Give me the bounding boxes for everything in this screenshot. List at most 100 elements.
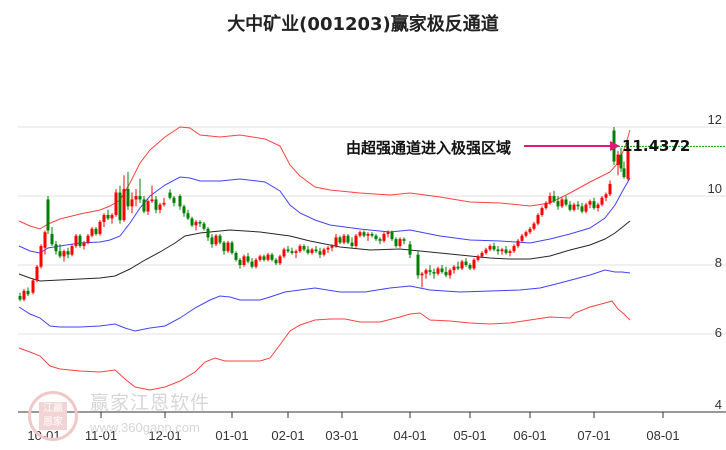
candle-up	[524, 232, 528, 236]
candle-down	[286, 249, 290, 252]
candle-down	[362, 232, 366, 236]
candle-up	[398, 239, 402, 247]
candle-down	[622, 168, 626, 178]
candle-down	[318, 251, 322, 255]
candle-down	[178, 196, 182, 207]
candle-up	[278, 256, 282, 264]
candle-up	[158, 204, 162, 210]
y-tick-6: 6	[714, 325, 722, 340]
candle-down	[580, 206, 584, 212]
candle-up	[584, 204, 588, 212]
candle-down	[468, 265, 472, 269]
candle-up	[448, 270, 452, 276]
candle-up	[488, 246, 492, 250]
watermark-seal-icon: 江赢恩家	[28, 391, 78, 441]
candle-up	[540, 208, 544, 215]
candle-up	[294, 251, 298, 253]
candle-up	[484, 249, 488, 253]
y-tick-8: 8	[714, 255, 722, 270]
candle-down	[230, 242, 234, 253]
candle-up	[516, 240, 520, 247]
candle-up	[382, 233, 386, 241]
candle-up	[600, 197, 604, 205]
candle-up	[214, 235, 218, 245]
candle-up	[560, 199, 564, 207]
candle-down	[290, 251, 294, 253]
x-tick-label: 04-01	[393, 428, 427, 443]
candle-down	[408, 244, 412, 255]
candle-down	[274, 259, 278, 264]
candle-up	[146, 201, 150, 212]
signal-value: 11.4372	[622, 137, 691, 155]
signal-annotation: 由超强通道进入极强区域	[346, 139, 512, 157]
candle-up	[358, 232, 362, 236]
x-tick-label: 12-01	[148, 428, 182, 443]
candle-down	[198, 221, 202, 224]
candle-down	[302, 246, 306, 250]
y-tick-4: 4	[714, 397, 722, 412]
candle-down	[464, 261, 468, 265]
candle-down	[54, 244, 58, 252]
candle-up	[544, 202, 548, 209]
candle-up	[532, 223, 536, 229]
candle-down	[246, 256, 250, 262]
mid_line-line	[18, 220, 631, 282]
candle-up	[130, 199, 134, 207]
candle-up	[254, 259, 258, 267]
candle-down	[416, 254, 420, 276]
candle-down	[66, 251, 70, 255]
candle-up	[572, 204, 576, 210]
candle-down	[172, 197, 176, 203]
x-tick-label: 05-01	[453, 428, 487, 443]
candle-up	[266, 254, 270, 260]
candle-up	[114, 192, 118, 215]
candle-up	[150, 199, 154, 202]
candle-down	[378, 239, 382, 241]
candle-down	[78, 235, 82, 247]
candle-down	[394, 239, 398, 247]
x-tick-label: 02-01	[271, 428, 305, 443]
watermark-url: www.360gann.com	[90, 420, 200, 435]
lower_outer_band-line	[18, 300, 631, 391]
candle-up	[298, 246, 302, 252]
watermark-brand: 赢家江恩软件	[90, 392, 211, 414]
candle-up	[102, 214, 106, 222]
candle-down	[444, 271, 448, 276]
candle-down	[576, 204, 580, 207]
candle-down	[186, 213, 190, 219]
candle-down	[26, 290, 30, 295]
chart-title: 大中矿业(001203)赢家极反通道	[227, 14, 499, 35]
candle-down	[432, 271, 436, 274]
candle-down	[138, 196, 142, 200]
candle-down	[142, 199, 146, 212]
candle-down	[428, 270, 432, 272]
candle-up	[35, 266, 39, 281]
x-tick-label: 03-01	[325, 428, 359, 443]
candle-up	[258, 256, 262, 260]
candle-down	[619, 154, 623, 169]
candle-down	[370, 233, 374, 236]
candle-up	[39, 246, 43, 267]
watermark-seal-text: 江赢恩家	[39, 402, 67, 430]
candle-down	[190, 218, 194, 226]
candle-down	[168, 192, 172, 198]
candle-up	[536, 214, 540, 224]
candle-up	[242, 256, 246, 265]
candle-down	[374, 235, 378, 240]
candle-up	[616, 154, 620, 165]
x-tick-label: 11-01	[84, 428, 118, 443]
candle-up	[604, 194, 608, 198]
candle-down	[106, 214, 110, 219]
candle-down	[206, 228, 210, 238]
candle-down	[222, 242, 226, 252]
candle-up	[436, 268, 440, 274]
candle-down	[338, 237, 342, 243]
candle-up	[354, 235, 358, 247]
candle-down	[556, 201, 560, 207]
candle-up	[226, 242, 230, 252]
candle-down	[46, 199, 50, 231]
candle-up	[82, 242, 86, 247]
candle-down	[402, 239, 406, 241]
candle-up	[62, 251, 66, 257]
candle-down	[154, 199, 158, 210]
